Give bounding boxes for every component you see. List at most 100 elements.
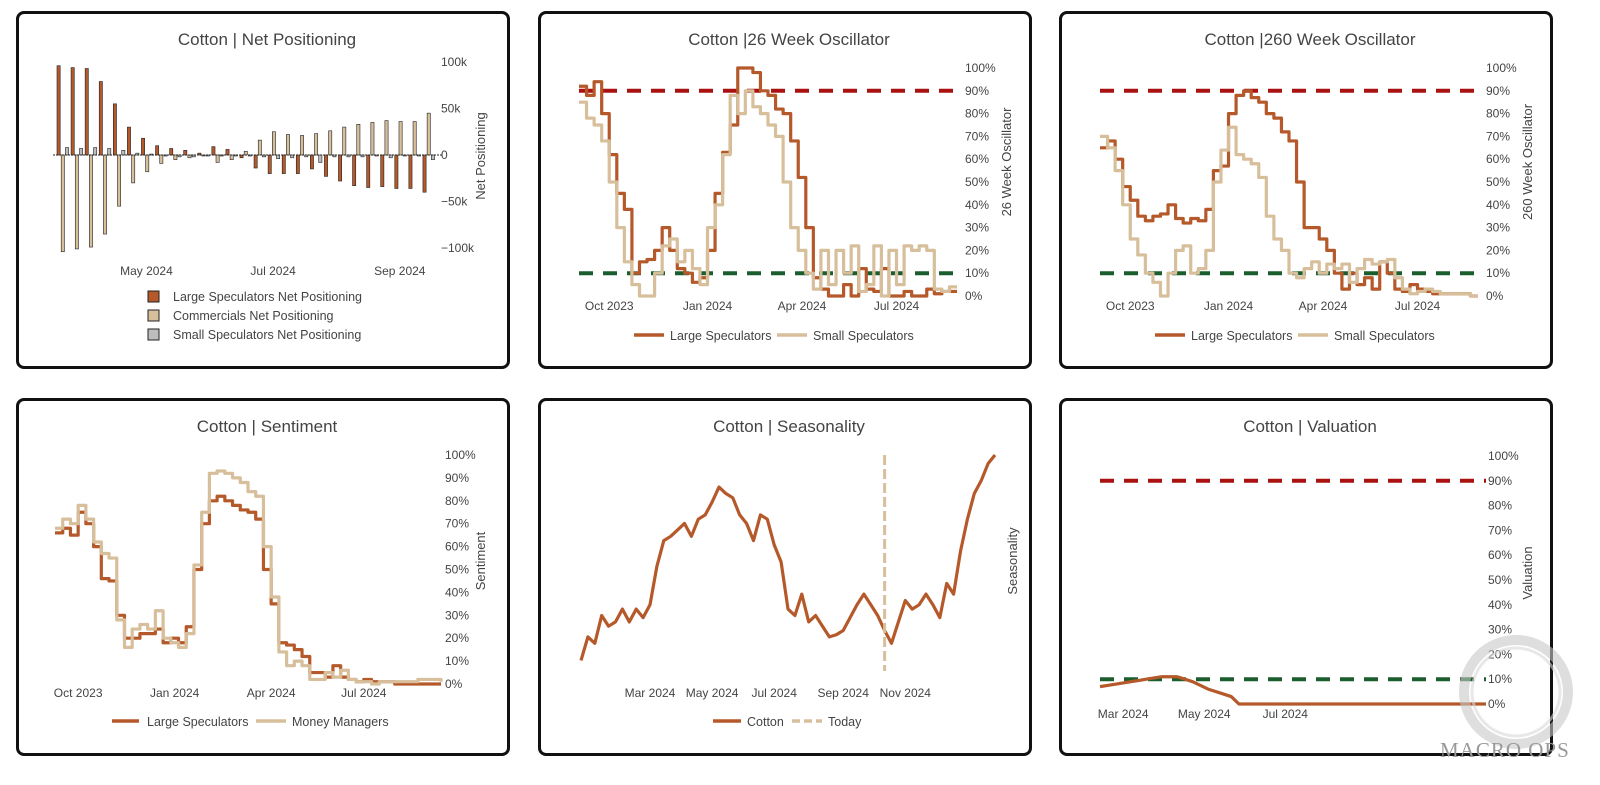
bar-large	[239, 154, 244, 159]
legend-swatch-small	[147, 328, 160, 341]
y-tick-label: 80%	[1488, 499, 1512, 513]
bar-large	[127, 126, 131, 156]
legend: Large Speculators Small Speculators	[1155, 329, 1435, 343]
legend-item-small[interactable]: Small Speculators	[813, 329, 914, 343]
series-line	[579, 89, 957, 298]
bar-comm	[131, 154, 136, 184]
y-tick-label: 50%	[965, 175, 989, 189]
bar-small	[431, 154, 435, 160]
legend: Large Speculators Money Managers	[112, 715, 389, 729]
legend-item-cotton[interactable]: Cotton	[747, 715, 784, 729]
bar-comm	[356, 124, 361, 156]
bar-large	[366, 154, 371, 188]
x-tick-label: Jul 2024	[1263, 707, 1309, 721]
y-tick-label: 60%	[1488, 548, 1512, 562]
x-tick-label: Oct 2023	[1106, 299, 1155, 313]
bar-large	[394, 154, 399, 189]
x-tick-label: Sep 2024	[818, 686, 870, 700]
y-axis-label: 26 Week Oscillator	[999, 107, 1014, 217]
x-tick-label: Sep 2024	[374, 264, 426, 278]
y-tick-label: 100%	[1488, 449, 1519, 463]
x-tick-label: Jul 2024	[1395, 299, 1441, 313]
y-tick-label: 50%	[1488, 573, 1512, 587]
chart-title: Cotton |26 Week Oscillator	[688, 30, 890, 49]
bar-comm	[398, 121, 403, 156]
y-axis-label: Seasonality	[1005, 527, 1020, 595]
x-tick-label: Jan 2024	[150, 686, 200, 700]
series-line	[55, 494, 441, 686]
y-tick-label: 80%	[1486, 107, 1510, 121]
y-tick-label: 80%	[965, 107, 989, 121]
bar-comm	[243, 150, 248, 156]
bar-large	[183, 150, 188, 156]
bar-comm	[159, 154, 164, 164]
x-tick-label: Jan 2024	[1204, 299, 1254, 313]
y-tick-label: 90%	[445, 471, 469, 485]
chart-title: Cotton | Seasonality	[713, 417, 865, 436]
legend-item-today[interactable]: Today	[828, 715, 862, 729]
bar-comm	[229, 154, 234, 160]
legend-item-small[interactable]: Small Speculators	[1334, 329, 1435, 343]
seasonality-panel: Cotton | Seasonality Seasonality Mar 202…	[538, 398, 1032, 756]
bar-comm	[257, 139, 262, 156]
bar-comm	[103, 154, 107, 235]
bar-large	[169, 148, 174, 156]
bar-large	[380, 154, 385, 187]
series-line	[579, 453, 997, 661]
seasonality-chart: Cotton | Seasonality Seasonality Mar 202…	[579, 417, 1020, 729]
bar-comm	[412, 121, 417, 156]
x-tick-label: Mar 2024	[625, 686, 676, 700]
y-tick-label: 80%	[445, 494, 469, 508]
bar-comm	[215, 154, 220, 163]
bar-small	[191, 154, 196, 158]
x-tick-label: Jul 2024	[752, 686, 798, 700]
bar-large	[211, 146, 216, 156]
bar-small	[107, 148, 112, 156]
bar-comm	[426, 112, 431, 156]
bar-comm	[342, 126, 347, 156]
y-tick-label: 40%	[1488, 598, 1512, 612]
y-tick-label: 10%	[965, 266, 989, 280]
bar-comm	[384, 120, 389, 156]
bar-small	[65, 147, 69, 156]
y-tick-label: 70%	[1488, 523, 1512, 537]
y-tick-label: 100%	[1486, 61, 1517, 75]
bar-comm	[314, 133, 319, 156]
oscillator-260-chart: Cotton |260 Week Oscillator 260 Week Osc…	[1100, 30, 1535, 343]
watermark-text: MACRO OPS	[1440, 738, 1570, 762]
legend-item-large[interactable]: Large Speculators Net Positioning	[173, 290, 362, 304]
legend-item-comm[interactable]: Commercials Net Positioning	[173, 309, 334, 323]
bar-comm	[272, 131, 276, 156]
chart-title: Cotton | Valuation	[1243, 417, 1377, 436]
x-tick-label: Nov 2024	[880, 686, 932, 700]
x-tick-label: Jul 2024	[250, 264, 296, 278]
y-tick-label: 30%	[1486, 221, 1510, 235]
bar-large	[225, 149, 230, 156]
legend: Large Speculators Net Positioning Commer…	[147, 290, 362, 342]
net-positioning-chart: Cotton | Net Positioning Net Positioning…	[53, 30, 488, 342]
bar-comm	[286, 134, 290, 156]
valuation-panel: Cotton | Valuation Valuation 0% 10% 20% 30%…	[1059, 398, 1553, 756]
bar-large	[422, 154, 427, 193]
y-tick-label: 10%	[445, 654, 469, 668]
bar-large	[197, 152, 202, 156]
bar-large	[84, 68, 89, 156]
legend-item-large[interactable]: Large Speculators	[1191, 329, 1292, 343]
bar-large	[155, 145, 160, 156]
y-tick-label: 40%	[1486, 198, 1510, 212]
y-axis-label: 260 Week Oscillator	[1520, 103, 1535, 220]
y-tick-label: −50k	[441, 195, 468, 209]
legend-item-large[interactable]: Large Speculators	[147, 715, 248, 729]
sentiment-chart: Cotton | Sentiment Sentiment 0% 10% 20% 30%…	[54, 417, 488, 729]
legend-item-large[interactable]: Large Speculators	[670, 329, 771, 343]
legend-item-mm[interactable]: Money Managers	[292, 715, 389, 729]
legend-swatch-large	[147, 290, 160, 303]
y-tick-label: 60%	[1486, 152, 1510, 166]
bar-small	[79, 148, 83, 156]
x-tick-label: May 2024	[1178, 707, 1231, 721]
bar-small	[93, 147, 98, 156]
chart-title: Cotton | Net Positioning	[178, 30, 356, 49]
legend: Large Speculators Small Speculators	[634, 329, 914, 343]
sentiment-panel: Cotton | Sentiment Sentiment 0% 10% 20% 30%…	[16, 398, 510, 756]
legend-item-small[interactable]: Small Speculators Net Positioning	[173, 328, 361, 342]
